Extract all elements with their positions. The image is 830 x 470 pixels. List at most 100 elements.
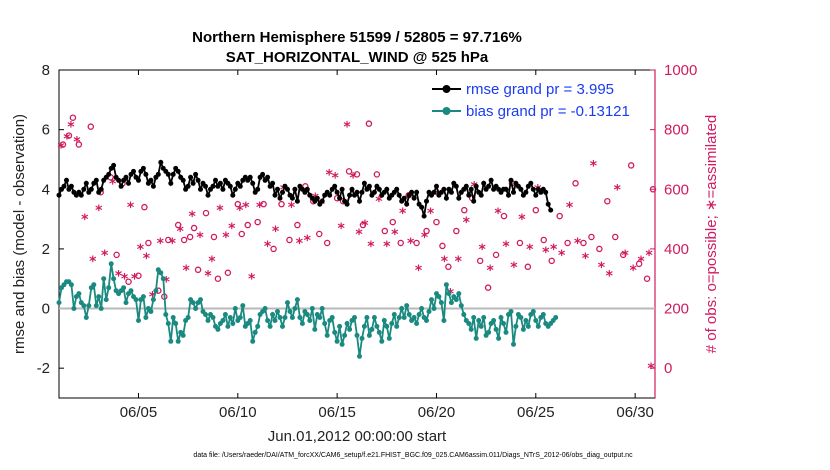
bias-point (456, 291, 462, 297)
obs-possible-point (254, 218, 261, 226)
rmse-point (140, 165, 146, 171)
rmse-point (394, 186, 400, 192)
rmse-point (227, 183, 233, 189)
bias-point (158, 270, 164, 276)
obs-assimilated-point: * (296, 236, 304, 252)
rmse-point (83, 180, 89, 186)
bias-point (496, 335, 502, 341)
rmse-point (411, 195, 417, 201)
rmse-point (272, 192, 278, 198)
obs-possible-point (214, 275, 222, 282)
bias-point (98, 306, 104, 311)
obs-possible-point (649, 186, 657, 193)
bias-point (466, 321, 472, 326)
rmse-point (327, 192, 333, 198)
bias-point (220, 318, 226, 323)
chart-subtitle: SAT_HORIZONTAL_WIND @ 525 hPa (226, 49, 489, 66)
obs-possible-point (556, 212, 563, 220)
plot-area (58, 69, 656, 399)
bias-point (406, 312, 412, 317)
obs-possible-point (461, 206, 468, 214)
obs-assimilated-point: * (367, 239, 375, 255)
rmse-point (285, 186, 290, 192)
obs-assimilated-point: * (131, 272, 139, 288)
x-tick-label: 06/15 (318, 404, 356, 421)
bias-point (168, 338, 174, 344)
y-tick-label: 4 (42, 181, 50, 198)
bias-point (491, 318, 497, 323)
bias-point (513, 323, 519, 329)
rmse-point (175, 168, 181, 174)
bias-point (148, 309, 154, 314)
rmse-point (332, 183, 338, 189)
bias-point (478, 323, 484, 329)
obs-possible-point (260, 200, 267, 208)
obs-possible-point (476, 257, 484, 265)
rmse-point (294, 198, 300, 204)
obs-assimilated-point: * (629, 263, 637, 279)
obs-assimilated-point: * (143, 251, 151, 267)
bias-point (71, 306, 77, 311)
bias-point (471, 315, 477, 320)
bias-point (280, 323, 285, 329)
obs-possible-point (353, 171, 361, 178)
bias-point (436, 294, 442, 300)
rmse-point (165, 171, 171, 177)
bias-point (68, 282, 74, 288)
bias-point (446, 291, 452, 297)
bias-point (272, 318, 278, 323)
rmse-point (255, 186, 261, 192)
obs-assimilated-point: * (558, 248, 566, 264)
bias-point (476, 318, 482, 323)
y-right-tick-label: 600 (664, 181, 689, 198)
obs-possible-point (540, 236, 547, 244)
rmse-point (150, 183, 156, 189)
bias-point (381, 318, 387, 323)
y-right-tick-label: 200 (664, 301, 689, 318)
obs-possible-point (87, 123, 95, 130)
obs-assimilated-point: * (222, 230, 230, 246)
bias-point (414, 321, 420, 326)
bias-point (237, 315, 243, 320)
obs-possible-point (433, 218, 440, 226)
rmse-point (344, 201, 350, 207)
bias-point (307, 318, 313, 323)
bias-point (193, 306, 199, 311)
obs-possible-point (323, 239, 331, 247)
bias-point (294, 297, 300, 303)
bias-point (175, 338, 181, 344)
obs-assimilated-point: * (590, 158, 598, 174)
rmse-point (148, 177, 154, 183)
obs-assimilated-point: * (355, 227, 363, 243)
rmse-point (376, 186, 382, 192)
obs-possible-point (413, 239, 420, 247)
bias-point (486, 329, 492, 335)
bias-point (322, 321, 328, 326)
rmse-point (143, 171, 149, 177)
rmse-point (357, 198, 362, 204)
rmse-point (404, 201, 410, 207)
x-tick-label: 06/25 (517, 404, 555, 421)
y-right-tick-label: 800 (664, 122, 689, 139)
rmse-point (168, 180, 174, 186)
bias-point (394, 323, 400, 329)
rmse-point (93, 177, 99, 183)
rmse-point (319, 198, 325, 204)
rmse-point (339, 186, 345, 192)
rmse-point (359, 189, 365, 195)
obs-possible-point (548, 257, 555, 265)
rmse-point (250, 180, 256, 186)
rmse-point (277, 195, 283, 201)
bias-point (312, 326, 318, 332)
bias-point (81, 303, 87, 309)
obs-assimilated-point: * (81, 212, 89, 228)
bias-point (511, 341, 516, 347)
obs-possible-point (186, 233, 194, 241)
obs-possible-point (210, 233, 218, 241)
chart-title: Northern Hemisphere 51599 / 52805 = 97.7… (192, 29, 522, 46)
bias-point (443, 282, 449, 288)
rmse-point (366, 183, 372, 189)
bias-point (431, 306, 437, 311)
bias-point (468, 326, 474, 332)
rmse-point (304, 186, 310, 192)
